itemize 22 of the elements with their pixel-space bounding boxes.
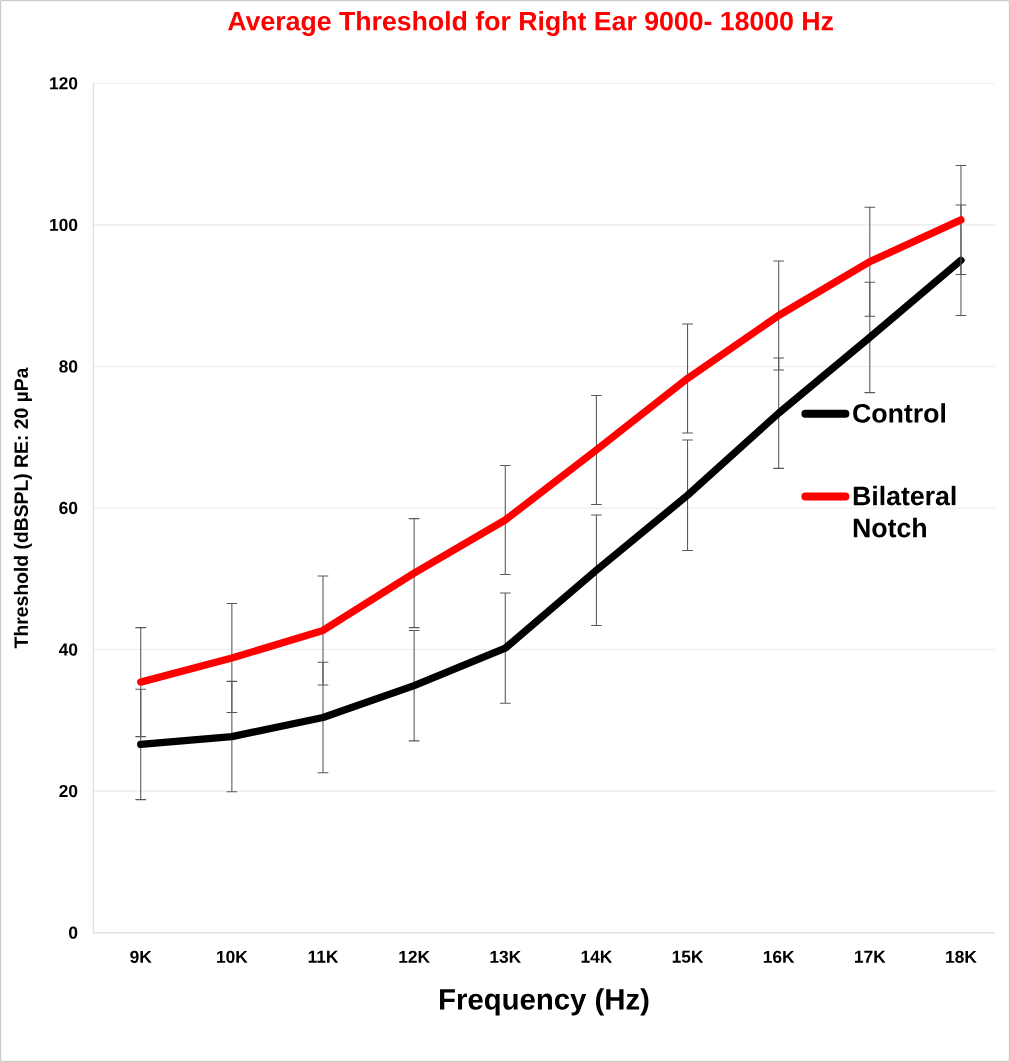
legend-label: Bilateral Notch	[853, 485, 956, 538]
y-tick-label: 60	[59, 501, 78, 515]
x-tick-label: 10K	[217, 950, 248, 963]
legend-label: Control	[853, 403, 945, 423]
x-tick-label: 14K	[581, 950, 613, 963]
y-tick-label: 120	[50, 77, 78, 90]
x-axis-title: Frequency (Hz)	[440, 988, 649, 1016]
y-tick-label: 100	[50, 218, 78, 232]
x-tick-label: 17K	[855, 950, 886, 963]
y-tick-label: 80	[59, 360, 78, 373]
x-tick-label: 13K	[490, 950, 522, 963]
x-tick-label: 18K	[946, 950, 977, 963]
x-tick-label: 16K	[763, 950, 795, 963]
x-tick-label: 9K	[130, 950, 152, 963]
chart-title: Average Threshold for Right Ear 9000- 18000 Hz	[228, 10, 833, 36]
x-tick-label: 11K	[308, 950, 339, 963]
y-tick-label: 20	[59, 784, 78, 798]
x-tick-label: 12K	[399, 950, 430, 963]
x-tick-label: 15K	[672, 950, 704, 963]
y-axis-title: Threshold (dBSPL) RE: 20 µPa	[13, 367, 32, 649]
y-tick-label: 40	[58, 643, 78, 656]
y-tick-label: 0	[69, 926, 78, 939]
